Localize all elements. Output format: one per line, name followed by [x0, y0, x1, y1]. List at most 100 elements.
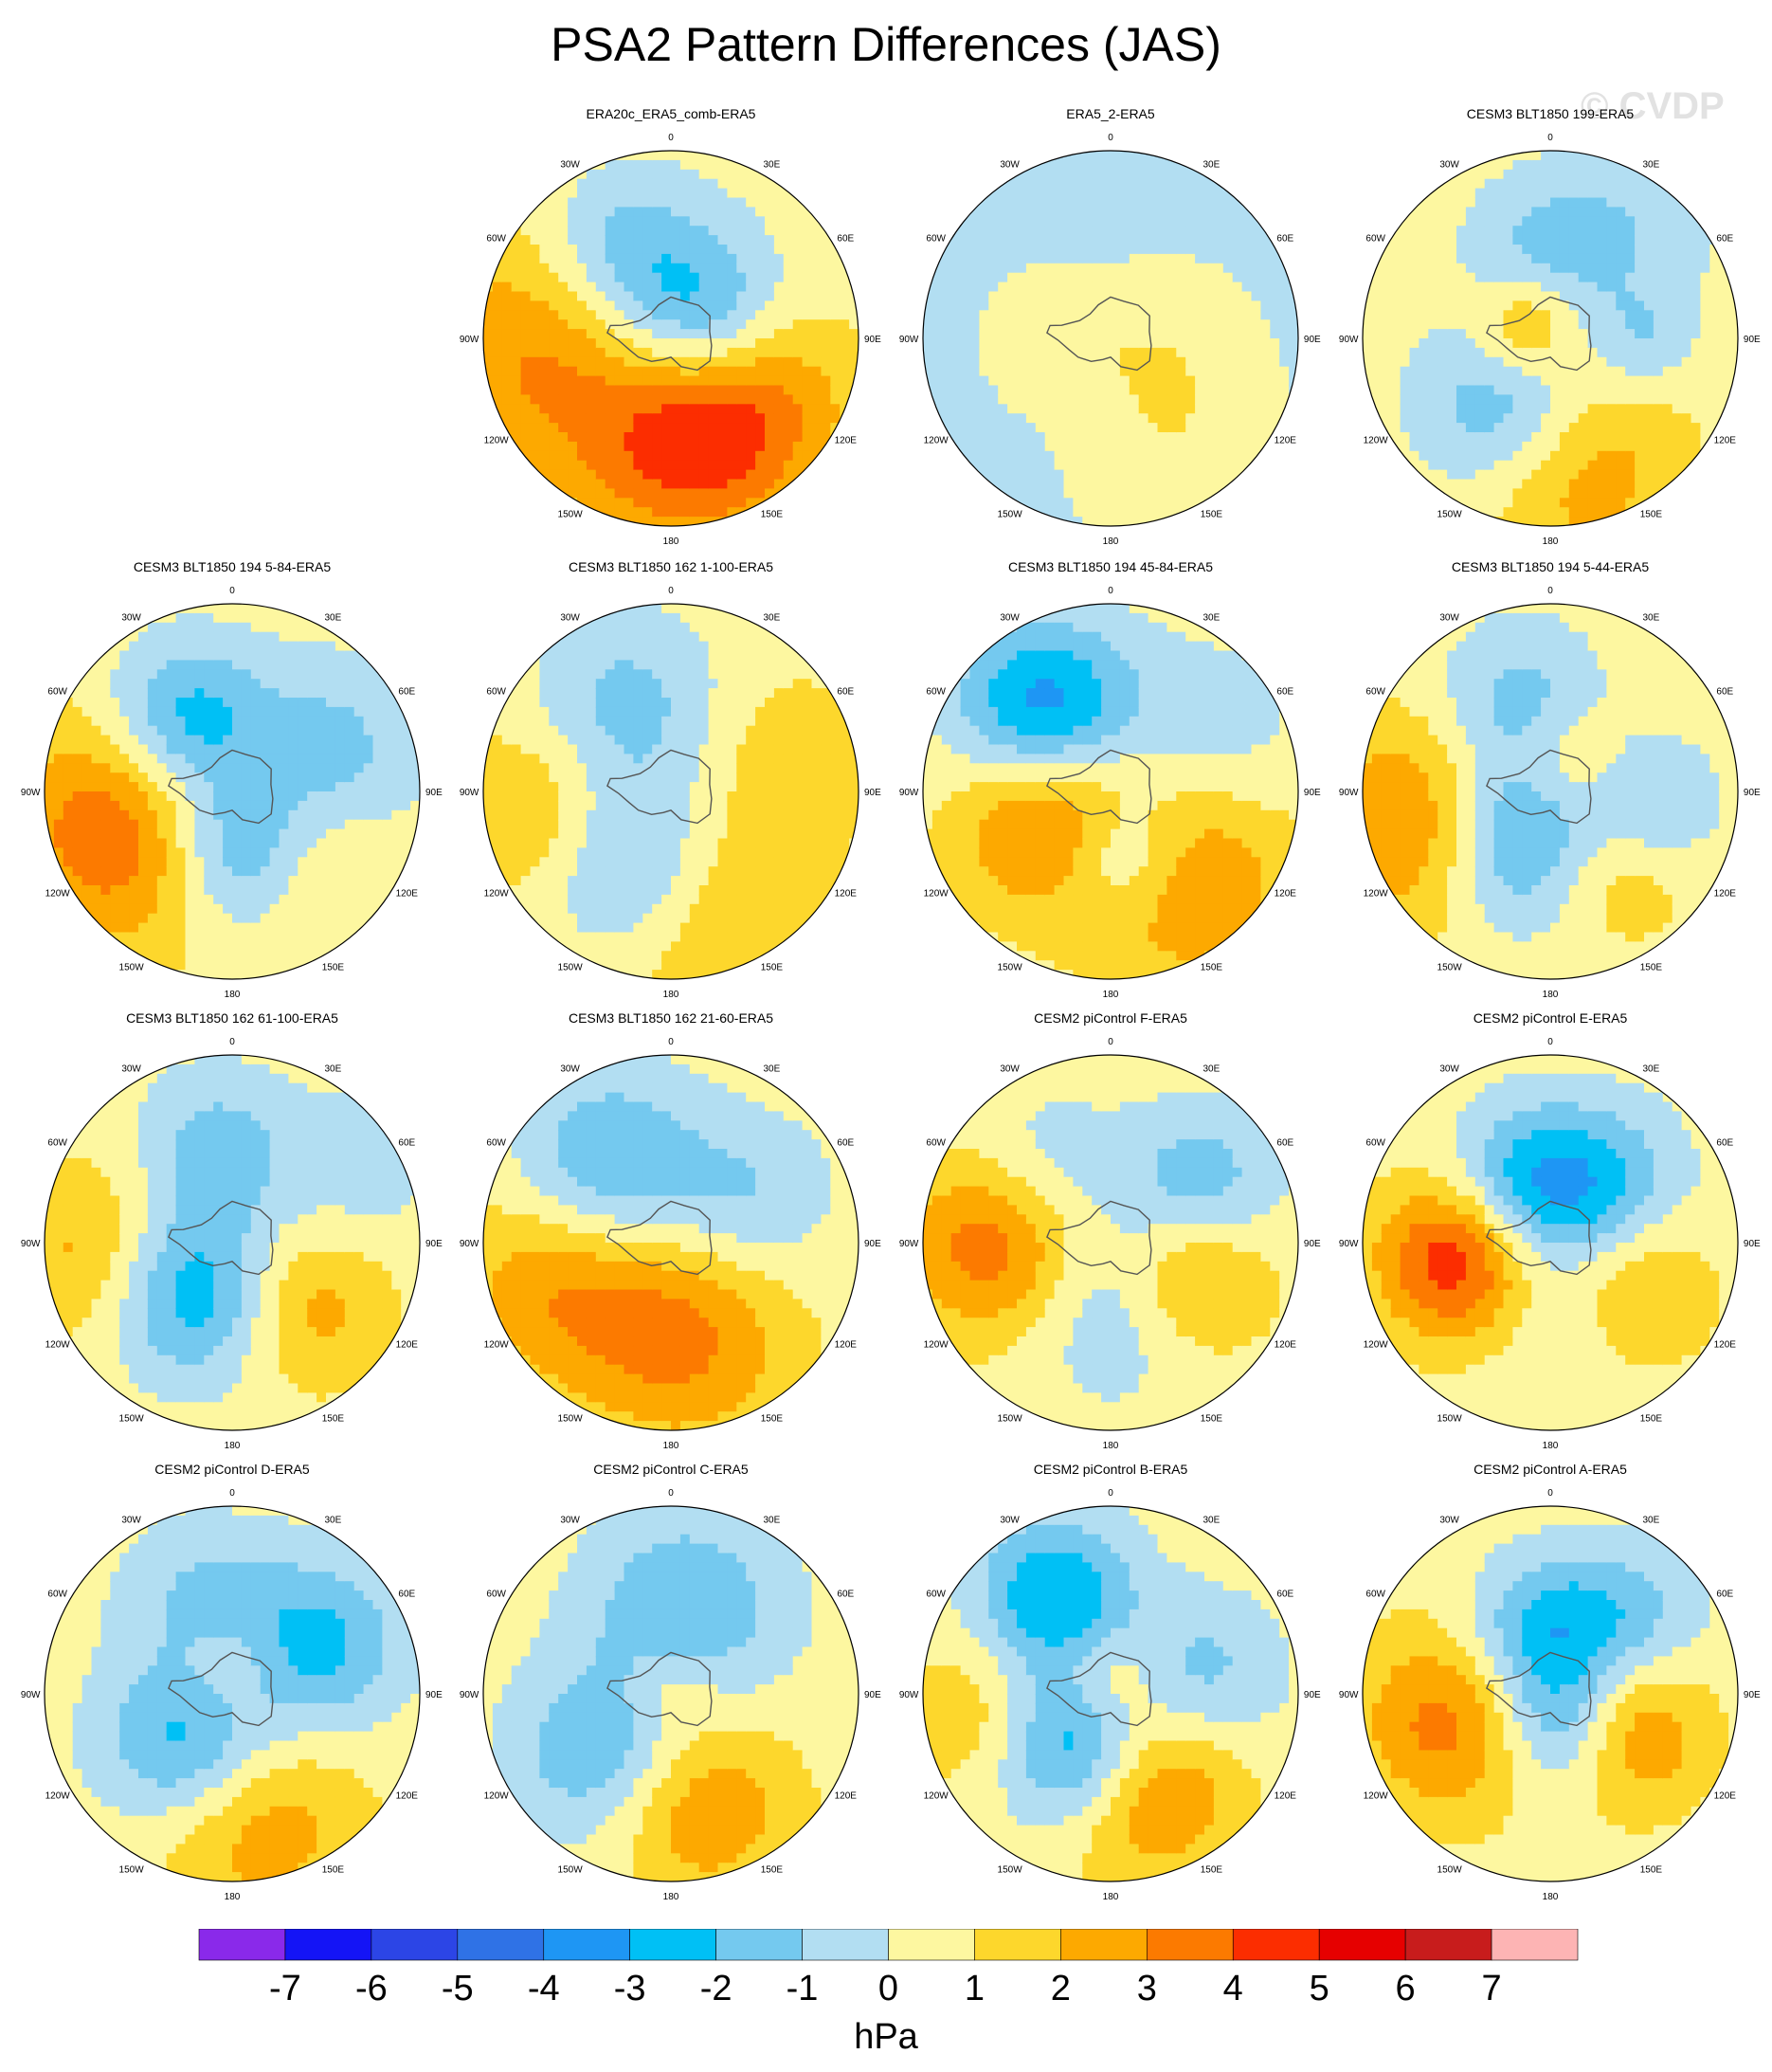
- longitude-label: 60E: [837, 1138, 854, 1149]
- longitude-label: 30W: [560, 1516, 580, 1526]
- longitude-label: 150W: [998, 962, 1023, 972]
- longitude-label: 30W: [1439, 1064, 1459, 1075]
- longitude-label: 30W: [560, 613, 580, 624]
- longitude-label: 120E: [1714, 435, 1737, 445]
- antarctica-coastline: [606, 1200, 713, 1276]
- longitude-label: 150W: [998, 1413, 1023, 1424]
- map-border: [482, 150, 859, 527]
- longitude-label: 180: [1543, 1441, 1559, 1451]
- longitude-label: 120E: [1275, 435, 1297, 445]
- colorbar-tick-label: -6: [355, 1969, 388, 2008]
- anomaly-field: [923, 151, 1298, 526]
- map-border: [44, 603, 421, 980]
- map-border: [482, 1505, 859, 1882]
- map-border: [922, 1505, 1299, 1882]
- panel-title: CESM3 BLT1850 194 5-84-ERA5: [134, 559, 332, 574]
- antarctica-coastline: [1046, 296, 1152, 372]
- longitude-label: 30W: [1000, 613, 1020, 624]
- antarctica-coastline: [1486, 1651, 1592, 1727]
- longitude-label: 90E: [1304, 788, 1321, 798]
- longitude-label: 0: [1547, 1488, 1553, 1499]
- colorbar-swatch: [974, 1929, 1061, 1961]
- longitude-label: 30W: [1000, 160, 1020, 171]
- longitude-label: 120E: [396, 1339, 419, 1350]
- longitude-label: 60W: [926, 687, 946, 698]
- longitude-label: 150W: [1437, 962, 1463, 972]
- longitude-label: 30E: [1203, 160, 1221, 171]
- longitude-label: 60W: [926, 234, 946, 245]
- antarctica-coastline: [606, 1651, 713, 1727]
- longitude-label: 30W: [1439, 613, 1459, 624]
- longitude-label: 30W: [1439, 160, 1459, 171]
- longitude-label: 150E: [761, 1864, 784, 1875]
- longitude-label: 120W: [924, 888, 949, 899]
- anomaly-field: [483, 1055, 859, 1430]
- longitude-label: 0: [668, 133, 674, 143]
- longitude-label: 120W: [484, 1790, 510, 1801]
- colorbar-tick-label: 0: [878, 1969, 898, 2008]
- map-panel: CESM3 BLT1850 162 21-60-ERA5 0 30E 60E 90E 12…: [460, 1010, 881, 1451]
- longitude-label: 90E: [425, 788, 443, 798]
- colorbar-tick-label: 1: [965, 1969, 985, 2008]
- map-panel: CESM2 piControl F-ERA5 0 30E 60E 90E 120E 150E…: [899, 1010, 1321, 1451]
- longitude-label: 60E: [1716, 1590, 1733, 1600]
- longitude-label: 150W: [558, 962, 584, 972]
- antarctica-coastline: [1046, 1200, 1152, 1276]
- longitude-label: 60W: [1365, 1590, 1385, 1600]
- longitude-label: 90E: [1744, 335, 1761, 345]
- longitude-label: 60W: [486, 234, 506, 245]
- longitude-label: 30W: [1000, 1516, 1020, 1526]
- longitude-label: 120W: [484, 435, 510, 445]
- colorbar-tick-label: -1: [787, 1969, 819, 2008]
- panel-title: CESM3 BLT1850 162 1-100-ERA5: [569, 559, 773, 574]
- map-border: [1362, 1505, 1739, 1882]
- anomaly-field: [483, 151, 859, 526]
- map-border: [922, 150, 1299, 527]
- longitude-label: 60W: [1365, 1138, 1385, 1149]
- longitude-label: 0: [229, 1037, 235, 1047]
- longitude-label: 90W: [21, 1239, 41, 1249]
- longitude-label: 60E: [398, 1138, 415, 1149]
- anomaly-field: [483, 1506, 859, 1881]
- colorbar-tick-label: 6: [1396, 1969, 1416, 2008]
- colorbar-swatch: [629, 1929, 716, 1961]
- longitude-label: 0: [1547, 586, 1553, 596]
- longitude-label: 90W: [21, 788, 41, 798]
- longitude-label: 30E: [325, 613, 342, 624]
- anomaly-field: [1363, 151, 1738, 526]
- longitude-label: 30E: [325, 1516, 342, 1526]
- map-border: [44, 1505, 421, 1882]
- longitude-label: 60W: [47, 1138, 67, 1149]
- longitude-label: 30E: [1643, 1516, 1660, 1526]
- longitude-label: 120W: [924, 1339, 949, 1350]
- longitude-label: 150W: [998, 509, 1023, 519]
- colorbar-swatch: [888, 1929, 975, 1961]
- longitude-label: 120E: [835, 1339, 858, 1350]
- longitude-label: 180: [225, 1441, 241, 1451]
- longitude-label: 90W: [899, 335, 919, 345]
- longitude-label: 0: [1108, 586, 1113, 596]
- longitude-label: 120W: [484, 1339, 510, 1350]
- longitude-label: 30E: [1643, 160, 1660, 171]
- longitude-label: 30W: [121, 1064, 141, 1075]
- colorbar-tick-label: 2: [1051, 1969, 1071, 2008]
- longitude-label: 0: [1108, 1488, 1113, 1499]
- longitude-label: 150E: [761, 509, 784, 519]
- colorbar-swatch: [1404, 1929, 1492, 1961]
- longitude-label: 60E: [1276, 687, 1293, 698]
- map-panel: CESM3 BLT1850 194 45-84-ERA5 0 30E 60E 90E 12…: [899, 559, 1321, 1000]
- antarctica-coastline: [1046, 749, 1152, 825]
- longitude-label: 120E: [1275, 1790, 1297, 1801]
- anomaly-field: [923, 604, 1298, 979]
- anomaly-field: [45, 1055, 420, 1430]
- map-panel: CESM3 BLT1850 194 5-44-ERA5 0 30E 60E 90E 120…: [1339, 559, 1761, 1000]
- longitude-label: 150W: [998, 1864, 1023, 1875]
- anomaly-field: [1363, 1506, 1738, 1881]
- longitude-label: 150W: [558, 1413, 584, 1424]
- longitude-label: 150E: [1201, 1864, 1223, 1875]
- colorbar-tick-label: 3: [1137, 1969, 1157, 2008]
- longitude-label: 150W: [119, 1413, 145, 1424]
- longitude-label: 180: [663, 1441, 679, 1451]
- colorbar-units-label: hPa: [0, 2017, 1772, 2058]
- antarctica-coastline: [1046, 1651, 1152, 1727]
